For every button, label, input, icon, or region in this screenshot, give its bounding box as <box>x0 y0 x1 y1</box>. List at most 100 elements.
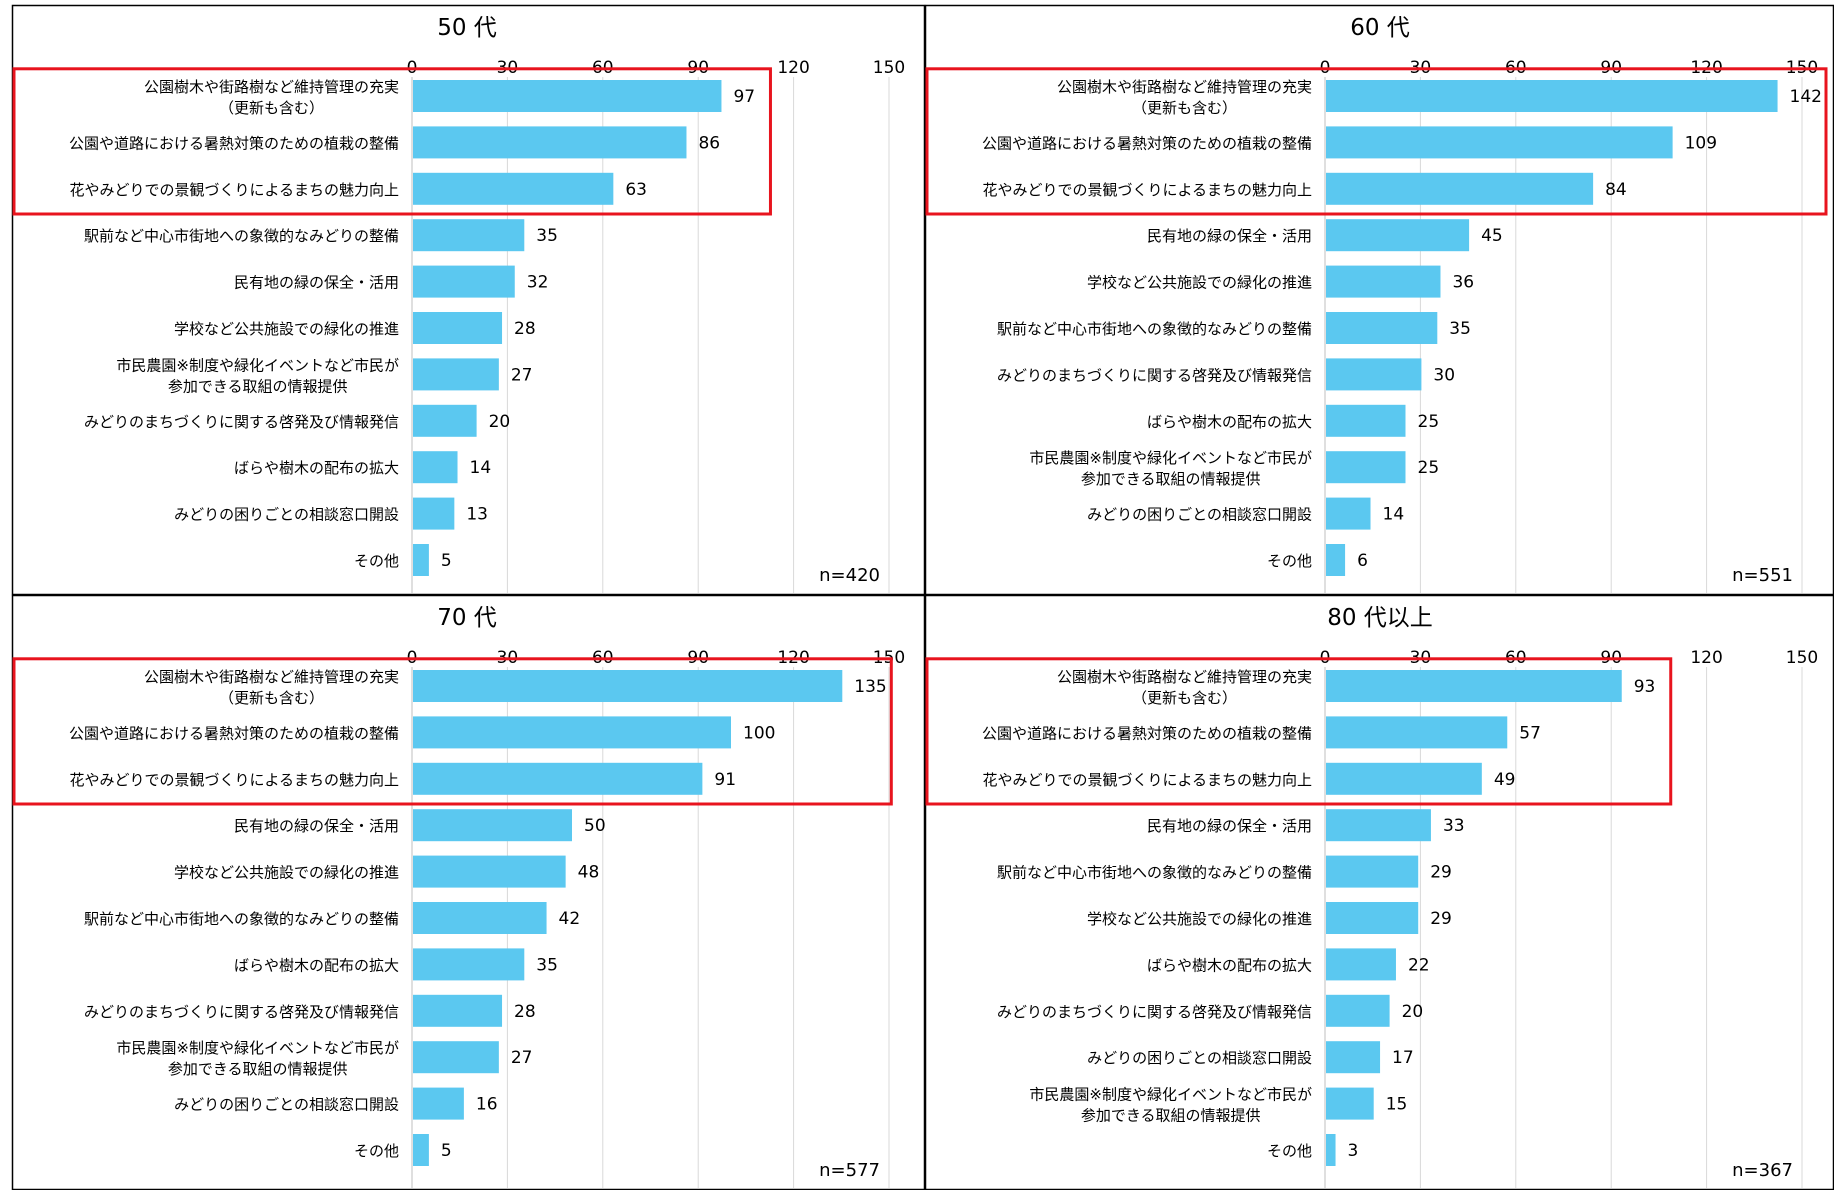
category-label: 学校など公共施設での緑化の推進 <box>174 320 399 338</box>
category-label: （更新も含む） <box>219 99 324 117</box>
bar <box>413 670 843 702</box>
data-label: 28 <box>514 319 536 339</box>
data-label: 48 <box>578 863 600 883</box>
x-tick-label: 150 <box>873 58 905 78</box>
chart-title: 50 代 <box>437 15 497 41</box>
category-label: 花やみどりでの景観づくりによるまちの魅力向上 <box>69 771 399 789</box>
bar <box>1326 670 1622 702</box>
category-label: 民有地の緑の保全・活用 <box>1147 227 1312 245</box>
bar <box>413 1134 429 1166</box>
data-label: 33 <box>1443 816 1465 836</box>
data-label: 142 <box>1790 87 1822 107</box>
data-label: 50 <box>584 816 606 836</box>
bar <box>1326 855 1419 888</box>
category-label: みどりの困りごとの相談窓口開設 <box>174 1096 399 1114</box>
chart-title: 60 代 <box>1350 15 1410 41</box>
data-label: 5 <box>441 1141 452 1161</box>
data-label: 45 <box>1481 226 1503 246</box>
data-label: 15 <box>1386 1095 1408 1115</box>
bar <box>413 902 547 934</box>
bar <box>1326 809 1431 842</box>
category-label: 参加できる取組の情報提供 <box>1081 1107 1261 1125</box>
top-categories-highlight <box>12 657 893 806</box>
bar <box>1326 358 1422 391</box>
category-label: 花やみどりでの景観づくりによるまちの魅力向上 <box>982 181 1312 199</box>
category-label: 駅前など中心市街地への象徴的なみどりの整備 <box>997 320 1312 338</box>
chart-title: 70 代 <box>437 605 497 631</box>
category-label: その他 <box>1267 1142 1312 1160</box>
bar <box>1326 1087 1374 1120</box>
data-label: 14 <box>470 458 492 478</box>
data-label: 3 <box>1348 1141 1359 1161</box>
category-label: 学校など公共施設での緑化の推進 <box>1087 910 1312 928</box>
bar <box>1326 80 1778 112</box>
category-label: 公園や道路における暑熱対策のための植栽の整備 <box>69 724 399 742</box>
bar <box>413 497 455 530</box>
bar <box>1326 1134 1336 1166</box>
category-label: 参加できる取組の情報提供 <box>168 1060 348 1078</box>
data-label: 57 <box>1519 723 1541 743</box>
data-label: 35 <box>536 955 558 975</box>
data-label: 63 <box>625 180 647 200</box>
bar <box>413 1041 499 1074</box>
bar <box>413 716 731 749</box>
data-label: 91 <box>714 770 736 790</box>
category-label: 駅前など中心市街地への象徴的なみどりの整備 <box>84 910 399 928</box>
bar <box>413 544 429 576</box>
bar <box>1326 1041 1381 1074</box>
data-label: 36 <box>1452 273 1474 293</box>
bar <box>1326 126 1673 159</box>
data-label: 100 <box>743 723 775 743</box>
bar <box>413 404 477 437</box>
category-label: 公園樹木や街路樹など維持管理の充実 <box>144 78 399 96</box>
chart-title: 80 代以上 <box>1327 605 1433 631</box>
category-label: その他 <box>354 1142 399 1160</box>
data-label: 27 <box>511 365 533 385</box>
data-label: 30 <box>1433 365 1455 385</box>
data-label: 42 <box>559 909 581 929</box>
data-label: 35 <box>536 226 558 246</box>
data-label: 6 <box>1357 551 1368 571</box>
data-label: 25 <box>1418 412 1440 432</box>
category-label: 公園や道路における暑熱対策のための植栽の整備 <box>982 134 1312 152</box>
x-tick-label: 120 <box>777 58 809 78</box>
bar <box>413 451 458 484</box>
category-label: ばらや樹木の配布の拡大 <box>1147 956 1312 974</box>
bar <box>413 312 503 344</box>
category-label: 学校など公共施設での緑化の推進 <box>174 864 399 882</box>
bar <box>413 80 722 112</box>
bar <box>413 358 499 391</box>
category-label: 公園樹木や街路樹など維持管理の充実 <box>1057 78 1312 96</box>
x-tick-label: 120 <box>1690 648 1722 668</box>
category-label: （更新も含む） <box>219 689 324 707</box>
category-label: 市民農園※制度や緑化イベントなど市民が <box>1029 1086 1312 1104</box>
bar <box>413 855 566 888</box>
category-label: 駅前など中心市街地への象徴的なみどりの整備 <box>84 227 399 245</box>
top-categories-highlight <box>925 67 1828 216</box>
bar <box>1326 219 1470 252</box>
data-label: 22 <box>1408 955 1430 975</box>
data-label: 20 <box>489 412 511 432</box>
chart-panel-2: 60 代0 30 60 90 120 150142公園樹木や街路樹など維持管理の充実（更新… <box>924 4 1834 596</box>
data-label: 17 <box>1392 1048 1414 1068</box>
data-label: 49 <box>1494 770 1516 790</box>
data-label: 25 <box>1418 458 1440 478</box>
data-label: 135 <box>854 677 886 697</box>
category-label: ばらや樹木の配布の拡大 <box>234 956 399 974</box>
category-label: みどりのまちづくりに関する啓発及び情報発信 <box>997 366 1312 384</box>
bar <box>1326 948 1396 981</box>
category-label: その他 <box>1267 552 1312 570</box>
sample-size-label: n=367 <box>1732 1160 1793 1181</box>
category-label: 市民農園※制度や緑化イベントなど市民が <box>116 356 399 374</box>
bar <box>413 1087 464 1120</box>
bar <box>413 219 525 252</box>
category-label: 駅前など中心市街地への象徴的なみどりの整備 <box>997 864 1312 882</box>
category-label: みどりの困りごとの相談窓口開設 <box>1087 1049 1312 1067</box>
panel-border <box>11 4 926 596</box>
data-label: 29 <box>1430 909 1452 929</box>
data-label: 16 <box>476 1095 498 1115</box>
category-label: 民有地の緑の保全・活用 <box>234 817 399 835</box>
category-label: 参加できる取組の情報提供 <box>1081 470 1261 488</box>
